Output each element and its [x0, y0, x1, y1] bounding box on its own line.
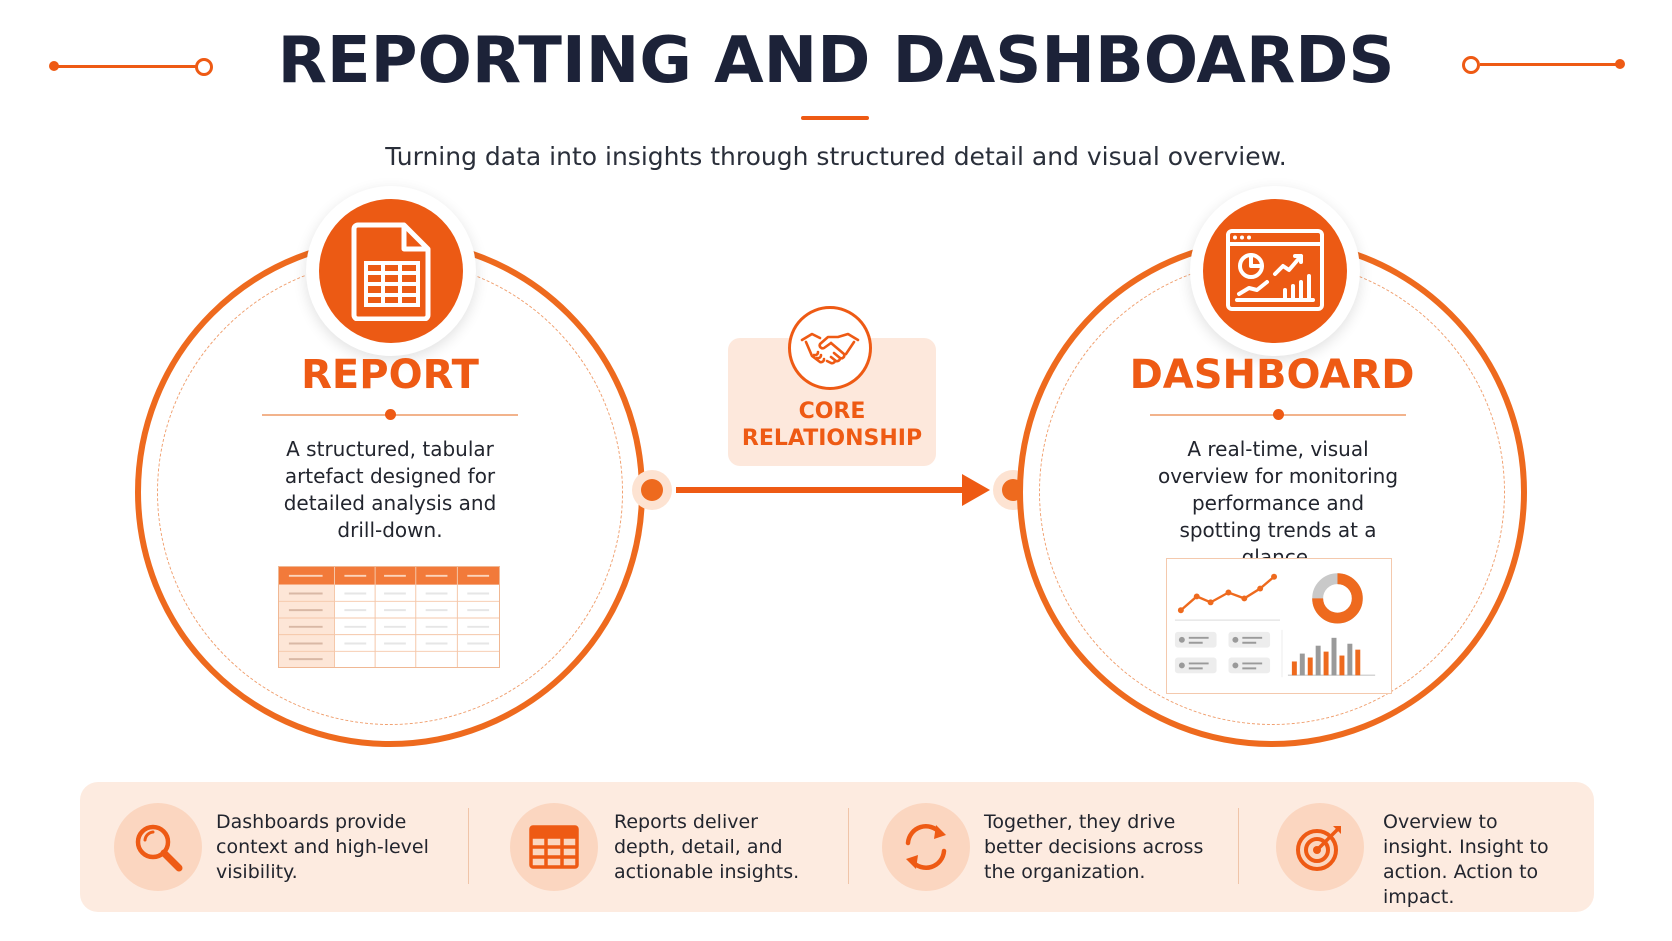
right-decoration-line: [1480, 63, 1620, 66]
benefit-separator: [848, 808, 849, 884]
page-subtitle: Turning data into insights through struc…: [385, 142, 1287, 171]
target-icon: [1296, 826, 1341, 871]
report-title: REPORT: [301, 352, 479, 398]
benefit-icon-circle: [882, 803, 970, 891]
report-table-illustration: [278, 566, 500, 668]
refresh-cycle-icon: [905, 824, 947, 870]
connector-arrow-head: [962, 474, 990, 506]
benefit-separator: [1238, 808, 1239, 884]
benefit-text: Dashboards provide context and high-leve…: [216, 811, 429, 883]
left-decoration-line: [56, 65, 196, 68]
dashboard-title: DASHBOARD: [1129, 352, 1415, 398]
report-description: A structured, tabular artefact designed …: [283, 437, 497, 542]
benefit-text: Together, they drive better decisions ac…: [984, 811, 1204, 883]
benefit-text: Reports deliver depth, detail, and actio…: [614, 811, 800, 883]
spreadsheet-document-icon: [351, 222, 431, 321]
right-decoration-ring: [1462, 56, 1480, 74]
core-icon-badge: [788, 306, 872, 390]
dashboard-description: A real-time, visual overview for monitor…: [1157, 437, 1399, 569]
dashboard-divider-dot: [1273, 409, 1284, 420]
connector-arrow-line: [676, 487, 966, 493]
dashboard-icon-badge: [1190, 186, 1360, 356]
left-decoration-ring: [195, 58, 213, 76]
dashboard-illustration: [1166, 558, 1392, 694]
report-icon-badge: [306, 186, 476, 356]
benefit-icon-circle: [1276, 803, 1364, 891]
report-divider-dot: [385, 409, 396, 420]
dashboard-charts-icon: [1226, 229, 1324, 311]
report-connector-node: [632, 470, 672, 510]
benefit-icon-circle: [510, 803, 598, 891]
core-relationship-label: CORE RELATIONSHIP: [741, 399, 923, 451]
benefit-separator: [468, 808, 469, 884]
handshake-icon: [800, 332, 860, 365]
magnifier-icon: [135, 824, 183, 872]
page-title: REPORTING AND DASHBOARDS: [277, 24, 1395, 98]
right-decoration-dot: [1615, 59, 1625, 69]
left-decoration-dot: [49, 61, 59, 71]
benefit-icon-circle: [114, 803, 202, 891]
benefit-text: Overview to insight. Insight to action. …: [1383, 811, 1549, 908]
title-underline: [801, 116, 869, 120]
table-grid-icon: [529, 825, 579, 869]
